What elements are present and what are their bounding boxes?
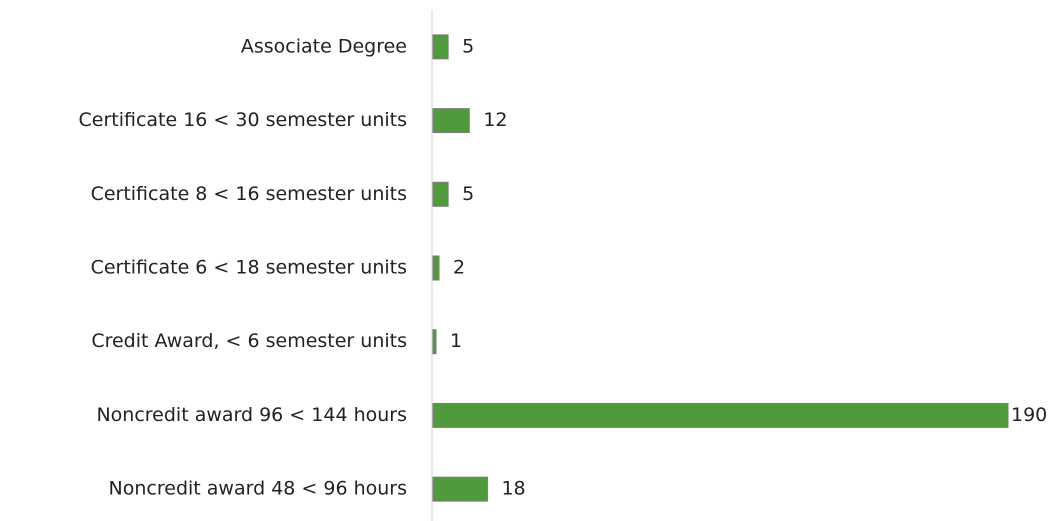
category-label: Noncredit award 96 < 144 hours [96, 404, 407, 426]
category-label: Certificate 16 < 30 semester units [78, 109, 407, 131]
bar [432, 255, 440, 281]
data-label: 12 [483, 109, 507, 131]
category-label: Credit Award, < 6 semester units [91, 330, 407, 352]
bar [432, 402, 1009, 428]
category-label: Certificate 8 < 16 semester units [91, 183, 407, 205]
data-label: 5 [462, 183, 474, 205]
data-label: 190 [1011, 404, 1047, 426]
bar [432, 476, 488, 502]
data-label: 1 [450, 330, 462, 352]
category-label: Certificate 6 < 18 semester units [91, 257, 407, 279]
bar [432, 181, 449, 207]
bar [432, 34, 449, 60]
data-label: 5 [462, 35, 474, 57]
data-label: 2 [453, 257, 465, 279]
bar [432, 108, 470, 134]
bar [432, 329, 437, 355]
category-label: Noncredit award 48 < 96 hours [109, 478, 407, 500]
data-label: 18 [501, 478, 525, 500]
category-label: Associate Degree [241, 35, 407, 57]
